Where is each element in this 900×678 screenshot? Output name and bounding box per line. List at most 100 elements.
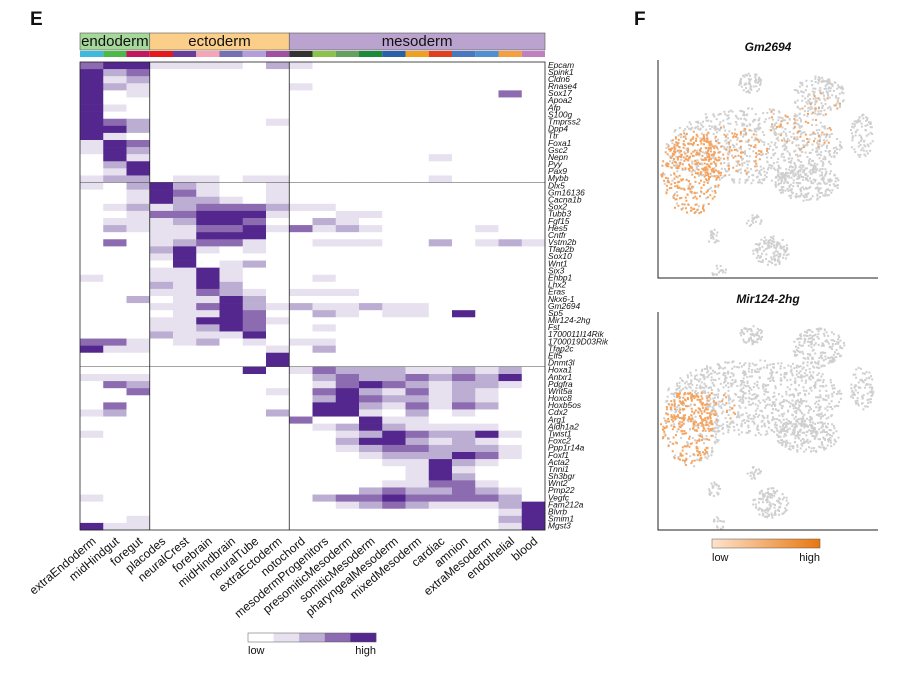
heat-cell <box>80 125 104 134</box>
heat-cell <box>428 480 453 488</box>
heat-cell <box>219 76 244 84</box>
heat-cell <box>266 480 290 488</box>
heat-cell <box>173 154 197 162</box>
heat-cell <box>452 366 476 375</box>
heat-cell <box>428 168 453 176</box>
column-color <box>475 51 499 57</box>
heat-cell <box>359 395 383 403</box>
heat-cell <box>126 281 151 290</box>
gene-label: Dlx5 <box>548 180 565 190</box>
heat-cell <box>521 388 546 396</box>
heat-cell <box>149 246 174 254</box>
heat-cell <box>359 189 383 198</box>
heat-cell <box>428 338 453 346</box>
column-color <box>196 51 220 57</box>
heat-cell <box>382 303 406 311</box>
legend-low: low <box>248 645 265 657</box>
heat-cell <box>103 147 127 155</box>
heat-cell <box>475 508 499 517</box>
heat-cell <box>452 168 476 176</box>
heatmap-border <box>79 61 546 531</box>
heat-cell <box>452 189 476 198</box>
heat-cell <box>173 494 197 502</box>
heat-cell <box>428 508 453 517</box>
heat-cell <box>475 452 499 460</box>
heat-cell <box>405 218 430 226</box>
heat-cell <box>335 175 360 183</box>
gene-label: Antxr1 <box>547 372 572 382</box>
heat-cell <box>173 104 197 112</box>
heat-cell <box>219 246 244 254</box>
heat-cell <box>382 218 406 226</box>
umap-legend-bar <box>711 538 821 549</box>
heat-cell <box>382 140 406 148</box>
heat-cell <box>173 452 197 460</box>
heat-cell <box>103 132 127 141</box>
heat-cell <box>498 317 523 325</box>
heat-cell <box>80 132 104 141</box>
heat-cell <box>242 218 267 226</box>
heat-cell <box>289 288 313 297</box>
gene-label: Mir124-2hg <box>548 315 591 325</box>
heat-cell <box>335 374 360 382</box>
heat-cell <box>126 232 151 240</box>
heat-cell <box>335 430 360 439</box>
gene-label: Vstm2b <box>548 237 577 247</box>
heat-cell <box>173 515 197 524</box>
heat-cell <box>475 416 499 424</box>
gene-label: Mybb <box>548 173 569 183</box>
heat-cell <box>173 395 197 403</box>
heat-cell <box>498 90 523 98</box>
heat-cell <box>312 147 337 155</box>
heat-cell <box>289 83 313 91</box>
heat-cell <box>219 452 244 460</box>
heat-cell <box>219 494 244 502</box>
heat-cell <box>219 296 244 304</box>
heat-cell <box>452 501 476 510</box>
heat-cell <box>428 225 453 233</box>
heat-cell <box>405 175 430 183</box>
heat-cell <box>149 210 174 219</box>
heat-cell <box>428 374 453 382</box>
group-label: mesoderm <box>382 33 453 50</box>
heat-cell <box>242 423 267 432</box>
heat-cell <box>149 267 174 276</box>
heat-cell <box>149 76 174 84</box>
heat-cell <box>266 175 290 183</box>
heat-cell <box>80 253 104 261</box>
heat-cell <box>312 288 337 297</box>
heat-cell <box>335 125 360 134</box>
heat-cell <box>359 452 383 460</box>
heat-cell <box>196 395 220 403</box>
heat-cell <box>266 97 290 105</box>
heat-cell <box>405 324 430 332</box>
heat-cell <box>382 437 406 446</box>
heat-cell <box>196 324 220 332</box>
gene-label: Fst <box>548 322 560 332</box>
heat-cell <box>80 331 104 339</box>
heat-cell <box>103 296 127 304</box>
heat-cell <box>242 338 267 346</box>
heat-cell <box>382 296 406 304</box>
heat-cell <box>242 83 267 91</box>
heat-cell <box>173 508 197 517</box>
heat-cell <box>405 381 430 389</box>
heat-cell <box>80 196 104 205</box>
heat-cell <box>149 317 174 325</box>
heat-cell <box>498 267 523 276</box>
heat-cell <box>475 345 499 354</box>
heat-cell <box>196 374 220 382</box>
heat-cell <box>219 501 244 510</box>
heat-cell <box>173 210 197 219</box>
heat-cell <box>405 522 430 531</box>
heat-cell <box>359 196 383 205</box>
heatmap: endodermextraEndodermmidHindgutforegutec… <box>27 32 609 657</box>
heat-cell <box>498 62 523 70</box>
heat-cell <box>335 480 360 488</box>
heat-cell <box>266 466 290 474</box>
heat-cell <box>103 359 127 368</box>
heat-cell <box>335 90 360 98</box>
heat-cell <box>312 466 337 474</box>
heat-cell <box>219 168 244 176</box>
heat-cell <box>103 210 127 219</box>
